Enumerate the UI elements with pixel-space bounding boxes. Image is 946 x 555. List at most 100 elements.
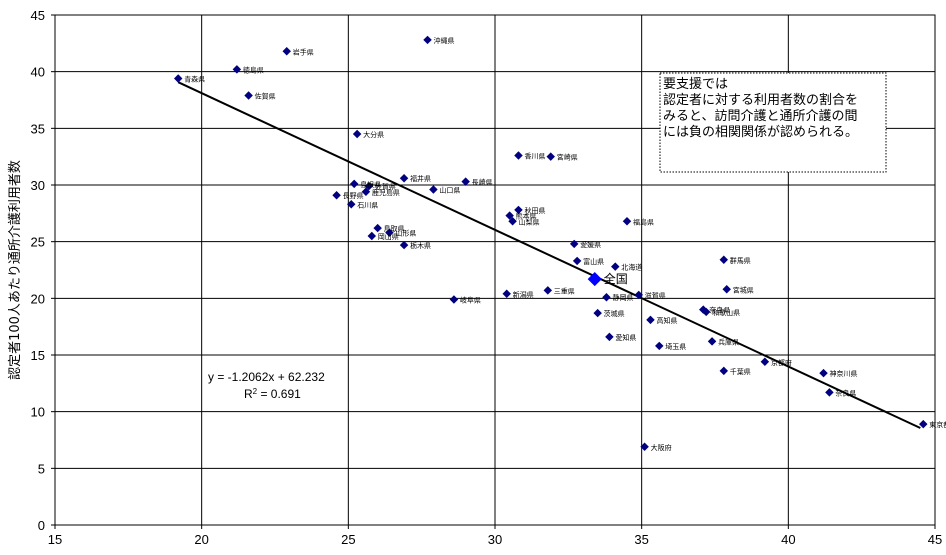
point-label: 山口県	[439, 186, 460, 195]
trendline-equation: y = -1.2062x + 62.232 R2 = 0.691	[208, 370, 325, 401]
x-tick-label: 15	[48, 532, 62, 547]
y-tick-label: 35	[31, 121, 45, 136]
point-label: 佐賀県	[255, 91, 276, 100]
data-point	[719, 255, 729, 265]
point-label: 長野県	[343, 192, 364, 200]
data-point	[605, 332, 614, 342]
point-label: 青森県	[184, 74, 205, 83]
data-point	[634, 290, 643, 300]
point-label: 東京都	[929, 420, 946, 429]
data-point	[347, 200, 356, 209]
point-label: 富山県	[583, 257, 604, 266]
data-point	[819, 368, 828, 378]
point-label: 京都府	[771, 358, 792, 367]
data-point	[569, 239, 579, 249]
point-label: 新潟県	[513, 290, 534, 299]
y-tick-label: 40	[31, 65, 45, 80]
data-point	[707, 337, 717, 346]
data-point	[502, 289, 511, 299]
data-point	[449, 295, 459, 304]
data-point	[352, 129, 362, 139]
y-axis-ticks: 0 5 10 15 20 25 30 35 40 45	[31, 8, 55, 533]
data-point	[640, 442, 649, 452]
data-point	[399, 240, 409, 250]
x-tick-label: 25	[341, 532, 355, 547]
point-label: 岩手県	[293, 47, 314, 56]
data-point	[373, 223, 382, 233]
point-label: 埼玉県	[665, 342, 686, 351]
x-axis-ticks: 15 20 25 30 35 40 45	[48, 525, 942, 547]
trendline	[177, 81, 921, 429]
data-point	[385, 228, 394, 237]
data-point	[593, 308, 602, 318]
point-label: 茨城県	[604, 309, 625, 318]
x-tick-label: 40	[781, 532, 795, 547]
x-tick-label: 30	[488, 532, 502, 547]
data-point	[646, 315, 655, 325]
data-point	[825, 388, 834, 397]
note-line-4: には負の相関関係が認められる。	[663, 124, 858, 140]
data-point	[611, 262, 620, 271]
data-point	[546, 152, 555, 161]
national-label: 全国	[604, 271, 628, 286]
data-point	[232, 65, 242, 74]
y-tick-label: 20	[31, 291, 45, 306]
data-point	[719, 366, 729, 376]
point-label: 石川県	[357, 201, 378, 209]
r2-prefix: R	[244, 387, 253, 401]
point-label: 和歌山県	[712, 308, 740, 317]
point-label: 岡山県	[378, 232, 399, 241]
y-tick-label: 25	[31, 235, 45, 250]
data-point	[622, 217, 632, 226]
point-label: 高知県	[656, 316, 677, 325]
point-label: 三重県	[554, 287, 575, 295]
x-tick-label: 35	[634, 532, 648, 547]
data-point	[364, 181, 374, 191]
point-label: 兵庫県	[718, 337, 739, 346]
point-label: 大阪府	[651, 443, 672, 452]
point-label: 岐阜県	[460, 295, 481, 304]
point-label: 大分県	[363, 130, 384, 139]
national-point-group: 全国	[587, 271, 628, 287]
y-tick-label: 0	[38, 518, 45, 533]
y-tick-label: 5	[38, 461, 45, 476]
r-squared-text: R2 = 0.691	[244, 387, 301, 402]
point-label: 神奈川県	[830, 369, 858, 378]
grid-lines	[55, 15, 935, 525]
x-tick-label: 20	[194, 532, 208, 547]
data-point	[655, 341, 664, 351]
x-tick-label: 45	[928, 532, 942, 547]
data-point	[349, 179, 359, 189]
point-label: 愛知県	[615, 333, 636, 342]
point-label: 佐賀県	[375, 182, 396, 191]
data-point	[505, 211, 514, 220]
data-point	[514, 151, 523, 160]
point-label: 北海道	[621, 263, 642, 272]
note-line-2: 認定者に対する利用者数の割合を	[663, 92, 858, 108]
point-label: 沖縄県	[434, 36, 455, 45]
point-label: 奈良県	[835, 388, 856, 397]
point-label: 山形県	[395, 229, 416, 238]
data-point	[429, 185, 438, 194]
point-label: 山梨県	[519, 217, 540, 226]
data-point	[367, 231, 377, 241]
y-tick-label: 30	[31, 178, 45, 193]
data-point	[508, 217, 517, 226]
data-point	[543, 286, 553, 295]
note-line-3: みると、訪問介護と通所介護の間	[663, 108, 857, 124]
national-point	[587, 271, 602, 287]
data-point	[572, 256, 582, 266]
point-label: 静岡県	[612, 293, 633, 302]
note-box	[659, 72, 887, 173]
data-point	[760, 357, 770, 367]
point-label: 宮崎県	[557, 153, 578, 162]
annotation-note: 要支援では 認定者に対する利用者数の割合を みると、訪問介護と通所介護の間 には…	[659, 72, 887, 173]
data-point	[244, 91, 253, 100]
point-label: 群馬県	[730, 256, 751, 265]
y-tick-label: 15	[31, 348, 45, 363]
y-tick-label: 45	[31, 8, 45, 23]
point-label: 千葉県	[730, 367, 751, 376]
data-point	[602, 292, 611, 302]
